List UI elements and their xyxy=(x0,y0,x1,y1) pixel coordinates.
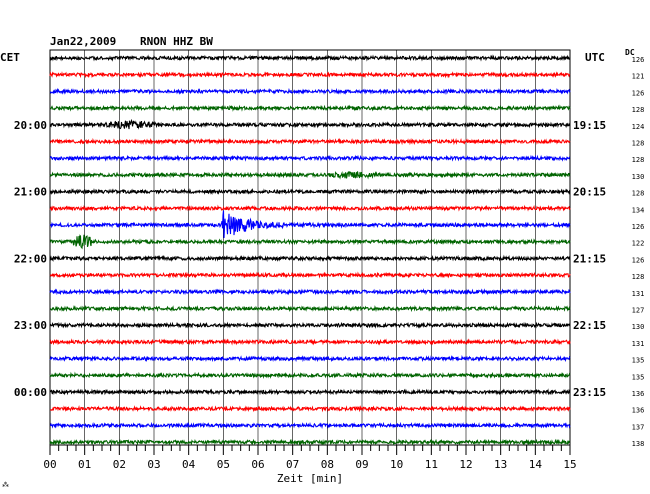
right-time-label: 23:15 xyxy=(573,386,606,399)
dc-offset-value: 126 xyxy=(632,56,645,64)
corner-mark: ⁂ xyxy=(2,481,9,489)
seismic-trace xyxy=(49,234,571,250)
x-tick-label: 02 xyxy=(113,458,126,471)
dc-offset-value: 131 xyxy=(632,340,645,348)
left-time-label: 00:00 xyxy=(14,386,47,399)
left-time-label: 23:00 xyxy=(14,319,47,332)
x-tick-label: 04 xyxy=(182,458,196,471)
seismic-trace xyxy=(49,438,571,446)
dc-offset-value: 138 xyxy=(632,440,645,448)
seismic-trace xyxy=(49,87,571,95)
x-tick-label: 09 xyxy=(355,458,368,471)
right-timezone-label: UTC xyxy=(585,51,605,64)
x-tick-label: 14 xyxy=(529,458,543,471)
x-tick-label: 01 xyxy=(78,458,91,471)
seismic-trace xyxy=(49,118,571,130)
x-tick-label: 11 xyxy=(425,458,438,471)
x-tick-label: 06 xyxy=(251,458,264,471)
dc-offset-value: 128 xyxy=(632,156,645,164)
dc-offset-value: 136 xyxy=(632,407,645,415)
seismic-trace xyxy=(49,210,571,239)
dc-offset-value: 137 xyxy=(632,423,645,431)
dc-offset-value: 136 xyxy=(632,390,645,398)
dc-offset-value: 122 xyxy=(632,240,645,248)
seismic-trace xyxy=(49,338,571,346)
right-time-label: 20:15 xyxy=(573,186,606,199)
dc-offset-value: 128 xyxy=(632,140,645,148)
seismic-trace xyxy=(49,154,571,162)
dc-offset-value: 135 xyxy=(632,373,645,381)
left-timezone-label: CET xyxy=(0,51,20,64)
x-tick-label: 12 xyxy=(459,458,472,471)
right-time-label: 19:15 xyxy=(573,119,606,132)
seismic-trace xyxy=(49,388,571,396)
left-time-label: 21:00 xyxy=(14,186,47,199)
dc-offset-value: 128 xyxy=(632,106,645,114)
dc-offset-header: DC xyxy=(625,48,635,57)
x-axis-label: Zeit [min] xyxy=(277,472,343,485)
dc-offset-value: 124 xyxy=(632,123,645,131)
dc-offset-value: 126 xyxy=(632,256,645,264)
x-tick-label: 15 xyxy=(563,458,576,471)
dc-offset-value: 135 xyxy=(632,357,645,365)
seismic-trace xyxy=(49,321,571,329)
seismic-trace xyxy=(49,354,571,363)
seismic-trace xyxy=(49,371,571,379)
dc-offset-value: 126 xyxy=(632,223,645,231)
plot-labels: 00 01 02 03 04 05 06 07 08 09 10 11 12 13 14 15 Zeit [mi… xyxy=(2,56,644,489)
x-tick-label: 05 xyxy=(217,458,230,471)
seismic-trace xyxy=(49,170,571,180)
dc-offset-value: 130 xyxy=(632,323,645,331)
dc-offset-value: 127 xyxy=(632,307,645,315)
seismic-trace xyxy=(49,288,571,296)
seismic-traces xyxy=(49,54,571,446)
dc-offset-value: 121 xyxy=(632,73,645,81)
seismic-trace xyxy=(49,304,571,313)
dc-offset-value: 131 xyxy=(632,290,645,298)
seismic-trace xyxy=(49,137,571,146)
seismic-trace xyxy=(49,204,571,212)
right-time-label: 21:15 xyxy=(573,252,606,265)
x-tick-label: 07 xyxy=(286,458,299,471)
dc-offset-value: 126 xyxy=(632,89,645,97)
recording-date: Jan22,2009 xyxy=(50,35,117,48)
right-time-label: 22:15 xyxy=(573,319,606,332)
seismic-trace xyxy=(49,254,571,263)
plot-grid xyxy=(49,49,571,455)
seismic-trace xyxy=(49,271,571,279)
plot-frame xyxy=(49,49,571,446)
left-time-label: 22:00 xyxy=(14,252,47,265)
x-tick-label: 03 xyxy=(147,458,160,471)
x-tick-label: 00 xyxy=(43,458,56,471)
x-tick-label: 10 xyxy=(390,458,403,471)
dc-offset-value: 128 xyxy=(632,190,645,198)
dc-offset-value: 130 xyxy=(632,173,645,181)
seismic-trace xyxy=(49,104,571,112)
seismic-trace xyxy=(49,404,571,413)
left-time-label: 20:00 xyxy=(14,119,47,132)
dc-offset-value: 128 xyxy=(632,273,645,281)
seismic-trace xyxy=(49,71,571,79)
dc-offset-value: 134 xyxy=(632,206,645,214)
x-tick-label: 13 xyxy=(494,458,507,471)
seismic-trace xyxy=(49,188,571,196)
station-channel: RNON HHZ BW xyxy=(140,35,213,48)
x-tick-label: 08 xyxy=(321,458,334,471)
seismic-trace xyxy=(49,421,571,430)
seismic-trace xyxy=(49,54,571,62)
